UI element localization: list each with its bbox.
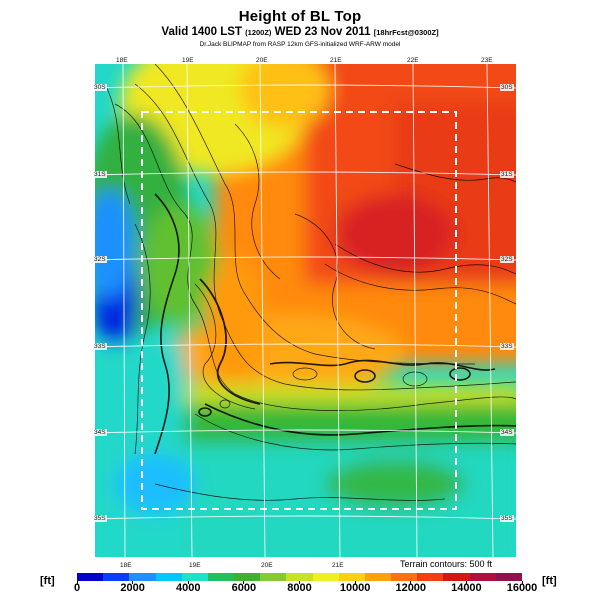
colorbar-unit-left: [ft] — [40, 575, 55, 587]
lon-label-bottom: 21E — [331, 562, 345, 569]
lon-label-top: 23E — [480, 57, 494, 64]
lon-label-top: 21E — [329, 57, 343, 64]
colorbar-segment — [155, 573, 182, 581]
lat-label-right: 33S — [500, 343, 514, 350]
colorbar-segment — [364, 573, 392, 581]
terrain-contour-note: Terrain contours: 500 ft — [400, 559, 493, 569]
lat-label-left: 31S — [93, 171, 107, 178]
colorbar-tick — [410, 581, 412, 584]
lat-label-left: 32S — [93, 256, 107, 263]
lon-label-top: 19E — [181, 57, 195, 64]
colorbar-tick — [354, 581, 356, 584]
lon-label-bottom: 18E — [119, 562, 133, 569]
colorbar-tick — [76, 581, 78, 584]
terrain-contours — [104, 64, 516, 501]
lat-label-right: 35S — [500, 515, 514, 522]
colorbar-tick-label: 16000 — [506, 582, 538, 594]
inner-domain-box — [141, 111, 457, 510]
colorbar-tick — [187, 581, 189, 584]
colorbar-segment — [417, 573, 444, 581]
colorbar-segment — [443, 573, 470, 581]
latlon-grid — [95, 64, 516, 557]
lat-label-right: 32S — [500, 256, 514, 263]
colorbar-tick-label: 12000 — [395, 582, 427, 594]
colorbar-tick — [521, 581, 523, 584]
colorbar-tick — [299, 581, 300, 584]
colorbar-tick — [465, 581, 467, 584]
colorbar-segment — [312, 573, 339, 581]
lat-label-left: 34S — [93, 429, 107, 436]
color-field — [95, 64, 516, 557]
lat-label-left: 30S — [93, 84, 107, 91]
colorbar-tick-label: 0 — [73, 582, 81, 594]
colorbar-segment — [495, 573, 522, 581]
bl-top-field — [95, 64, 516, 557]
lat-label-left: 33S — [93, 343, 107, 350]
colorbar-segment — [234, 573, 261, 581]
model-credit: Dr.Jack BLIPMAP from RASP 12km GFS-initi… — [199, 41, 401, 48]
forecast-hour: [18hrFcst@0300Z] — [373, 28, 439, 37]
valid-date: WED 23 Nov 2011 — [274, 26, 371, 38]
map-title: Height of BL Top — [238, 8, 362, 25]
lat-label-right: 34S — [500, 429, 514, 436]
lon-label-top: 20E — [255, 57, 269, 64]
blipmap-plot: 18E 19E 20E 21E 22E 23E 18E 19E 20E 21E … — [93, 57, 516, 569]
colorbar-segment — [181, 573, 208, 581]
colorbar-tick-label: 14000 — [451, 582, 482, 594]
colorbar-segment — [77, 573, 104, 581]
lon-label-top: 22E — [406, 57, 420, 64]
colorbar — [77, 573, 522, 581]
lat-label-right: 31S — [500, 171, 514, 178]
colorbar-segment — [286, 573, 313, 581]
colorbar-segment — [260, 573, 287, 581]
colorbar-segment — [338, 573, 365, 581]
colorbar-tick-label: 6000 — [231, 582, 257, 594]
colorbar-tick-label: 2000 — [120, 582, 145, 594]
colorbar-tick — [243, 581, 245, 584]
colorbar-segment — [207, 573, 235, 581]
lon-label-bottom: 20E — [260, 562, 274, 569]
valid-time-line: Valid 1400 LST (1200Z) WED 23 Nov 2011 [… — [0, 26, 600, 38]
colorbar-segment — [391, 573, 418, 581]
colorbar-unit-right: [ft] — [542, 575, 557, 587]
lon-label-bottom: 19E — [188, 562, 202, 569]
lon-label-top: 18E — [115, 57, 129, 64]
colorbar-segment — [129, 573, 156, 581]
colorbar-tick-label: 4000 — [176, 582, 201, 594]
colorbar-tick-label: 10000 — [339, 582, 371, 594]
colorbar-segment — [103, 573, 130, 581]
lat-label-left: 35S — [93, 515, 107, 522]
colorbar-tick-label: 8000 — [287, 582, 312, 594]
colorbar-segment — [469, 573, 496, 581]
colorbar-tick — [132, 581, 134, 584]
valid-time: Valid 1400 LST — [161, 26, 242, 38]
valid-utc: (1200Z) — [245, 28, 272, 37]
lat-label-right: 30S — [500, 84, 514, 91]
